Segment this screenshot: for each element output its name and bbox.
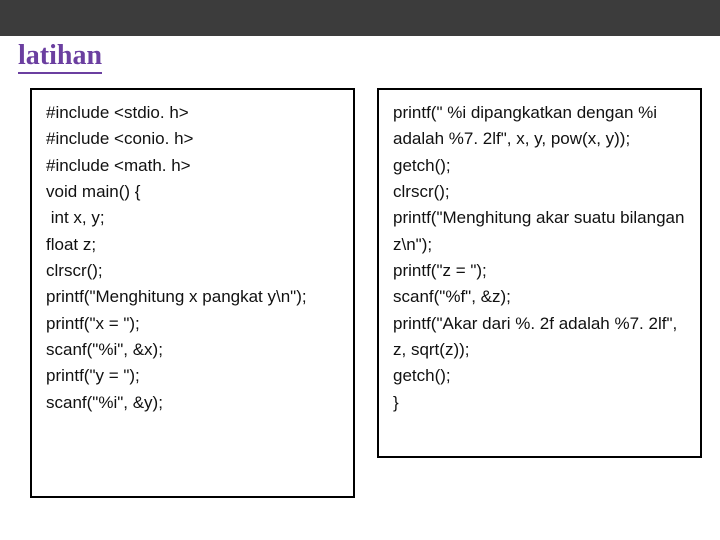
header-bar [0, 0, 720, 36]
code-panel-left: #include <stdio. h> #include <conio. h> … [30, 88, 355, 498]
slide-title: latihan [18, 42, 102, 74]
code-line: printf("Akar dari %. 2f adalah %7. 2lf",… [393, 311, 688, 364]
code-line: printf("z = "); [393, 258, 688, 284]
code-line: } [393, 390, 688, 416]
code-line: printf("y = "); [46, 363, 341, 389]
code-line: printf("Menghitung x pangkat y\n"); [46, 284, 341, 310]
code-line: #include <math. h> [46, 153, 341, 179]
code-line: printf("Menghitung akar suatu bilangan z… [393, 205, 688, 258]
code-line: getch(); [393, 153, 688, 179]
code-panel-right: printf(" %i dipangkatkan dengan %i adala… [377, 88, 702, 458]
code-line: int x, y; [46, 205, 341, 231]
code-line: float z; [46, 232, 341, 258]
code-line: getch(); [393, 363, 688, 389]
title-container: latihan [0, 36, 720, 74]
code-line: scanf("%i", &y); [46, 390, 341, 416]
code-line: scanf("%f", &z); [393, 284, 688, 310]
code-line: #include <stdio. h> [46, 100, 341, 126]
code-line: printf("x = "); [46, 311, 341, 337]
code-line: clrscr(); [46, 258, 341, 284]
code-line: void main() { [46, 179, 341, 205]
code-line: clrscr(); [393, 179, 688, 205]
code-line: #include <conio. h> [46, 126, 341, 152]
code-line: printf(" %i dipangkatkan dengan %i adala… [393, 100, 688, 153]
panels-container: #include <stdio. h> #include <conio. h> … [0, 74, 720, 498]
code-line: scanf("%i", &x); [46, 337, 341, 363]
